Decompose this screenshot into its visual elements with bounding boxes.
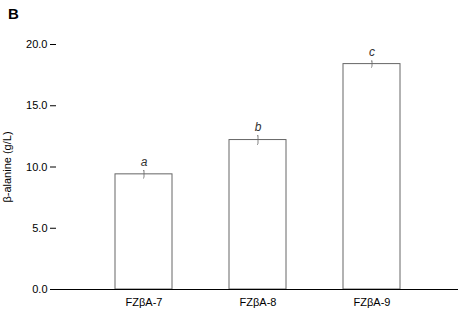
svg-text:FZβA-7: FZβA-7: [126, 296, 163, 308]
svg-text:5.0: 5.0: [32, 222, 47, 234]
svg-text:15.0: 15.0: [26, 99, 47, 111]
html-text:B: B: [8, 5, 19, 22]
svg-text:20.0: 20.0: [26, 38, 47, 50]
svg-text:10.0: 10.0: [26, 161, 47, 173]
svg-text:FZβA-9: FZβA-9: [354, 296, 391, 308]
svg-text:β-alanine (g/L): β-alanine (g/L): [1, 131, 13, 202]
svg-text:FZβA-8: FZβA-8: [240, 296, 277, 308]
svg-text:0.0: 0.0: [32, 283, 47, 295]
svg-text:b: b: [255, 120, 262, 134]
svg-text:c: c: [369, 45, 375, 59]
svg-text:a: a: [141, 155, 148, 169]
